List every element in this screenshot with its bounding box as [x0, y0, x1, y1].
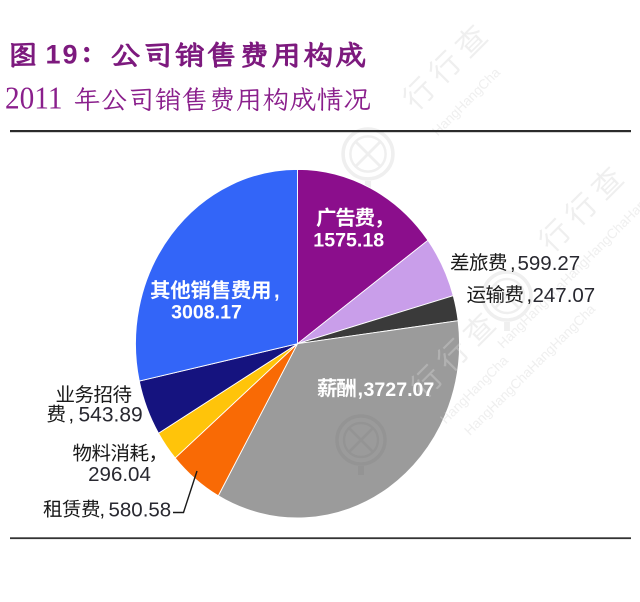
svg-text:,: ,: [274, 281, 280, 303]
svg-text:247.07: 247.07: [533, 284, 596, 307]
svg-text:19: 19: [46, 40, 80, 70]
svg-text:2011: 2011: [5, 80, 62, 115]
svg-text:,: ,: [69, 404, 75, 426]
svg-text:,: ,: [358, 379, 364, 401]
svg-text:580.58: 580.58: [109, 499, 172, 522]
svg-text:1575.18: 1575.18: [313, 230, 384, 252]
svg-text:3008.17: 3008.17: [171, 302, 242, 324]
svg-text:,: ,: [510, 253, 516, 275]
svg-text:296.04: 296.04: [88, 463, 151, 486]
svg-text:,: ,: [100, 499, 106, 521]
svg-text:3727.07: 3727.07: [364, 379, 435, 401]
svg-text:543.89: 543.89: [79, 404, 143, 427]
svg-text:,: ,: [527, 285, 533, 307]
svg-text:599.27: 599.27: [518, 252, 581, 275]
